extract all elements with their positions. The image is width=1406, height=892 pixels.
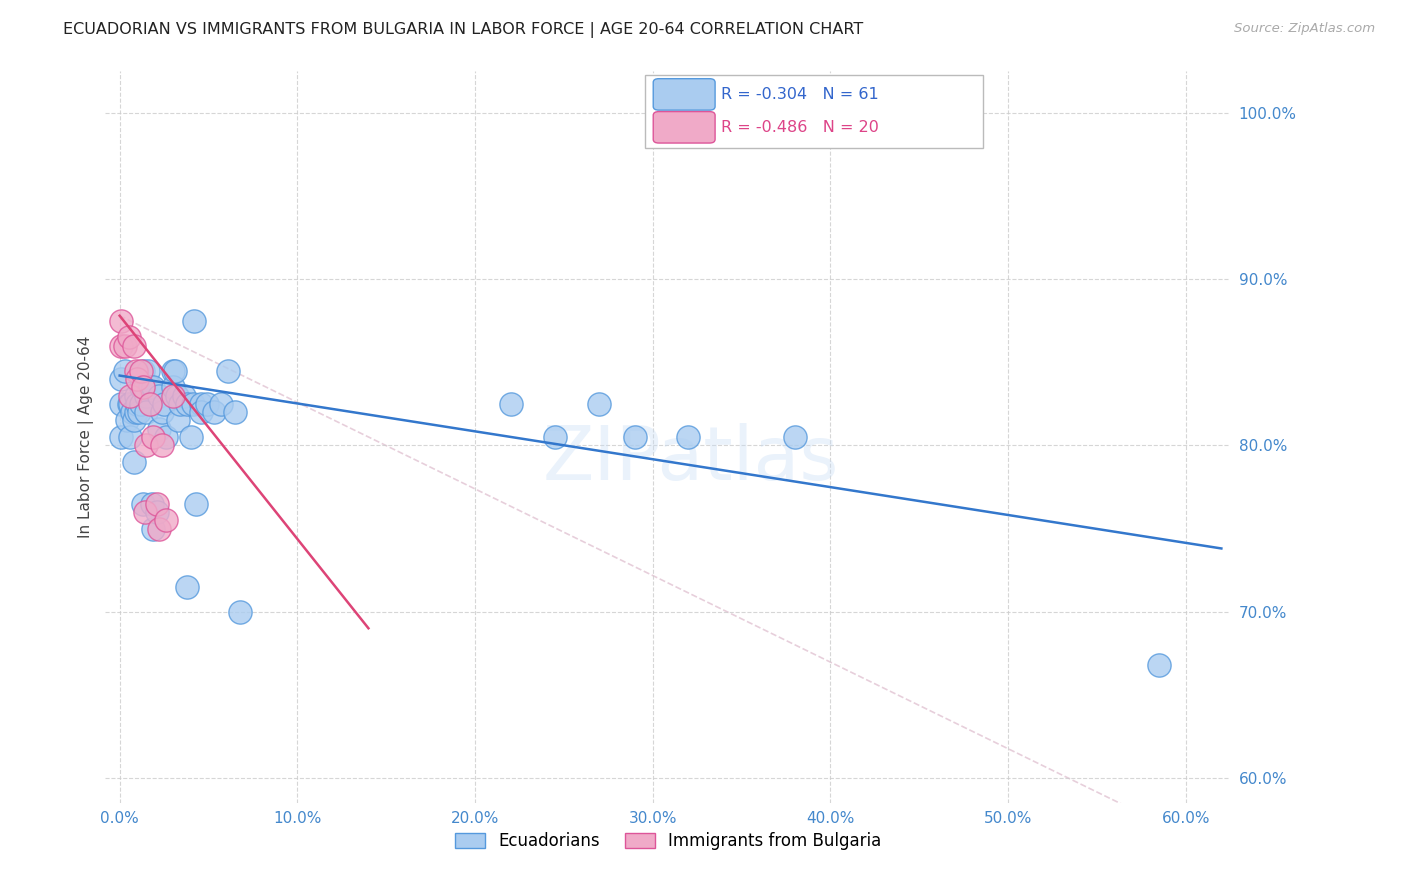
Point bbox=[136, 363, 159, 377]
Point bbox=[148, 422, 170, 436]
Point bbox=[180, 430, 202, 444]
Point bbox=[148, 388, 170, 402]
Point bbox=[110, 338, 132, 352]
Point bbox=[153, 397, 176, 411]
Point bbox=[117, 397, 139, 411]
Point bbox=[127, 372, 149, 386]
Point bbox=[129, 397, 152, 411]
Point bbox=[110, 314, 132, 328]
Point bbox=[176, 397, 198, 411]
Point bbox=[783, 430, 806, 444]
Point bbox=[1147, 657, 1170, 672]
Point bbox=[127, 397, 149, 411]
Point bbox=[139, 397, 162, 411]
Point bbox=[142, 521, 165, 535]
Point bbox=[128, 405, 150, 419]
Point bbox=[184, 497, 207, 511]
Point bbox=[209, 397, 232, 411]
Point bbox=[624, 430, 647, 444]
Point bbox=[129, 363, 152, 377]
Text: ZIPatlas: ZIPatlas bbox=[543, 423, 838, 496]
Text: R = -0.304   N = 61: R = -0.304 N = 61 bbox=[721, 87, 879, 103]
Point bbox=[120, 397, 142, 411]
Point bbox=[195, 397, 218, 411]
Point bbox=[132, 497, 155, 511]
Point bbox=[167, 413, 190, 427]
Point bbox=[141, 497, 163, 511]
Point bbox=[224, 405, 246, 419]
Point bbox=[124, 405, 146, 419]
Point bbox=[121, 405, 143, 419]
Point bbox=[124, 388, 146, 402]
Point bbox=[163, 363, 186, 377]
Point bbox=[190, 397, 212, 411]
Point bbox=[110, 397, 132, 411]
Text: R = -0.486   N = 20: R = -0.486 N = 20 bbox=[721, 120, 879, 136]
Text: Source: ZipAtlas.com: Source: ZipAtlas.com bbox=[1234, 22, 1375, 36]
FancyBboxPatch shape bbox=[654, 78, 716, 110]
Point bbox=[122, 413, 145, 427]
Legend: Ecuadorians, Immigrants from Bulgaria: Ecuadorians, Immigrants from Bulgaria bbox=[449, 825, 887, 856]
Point bbox=[122, 455, 145, 469]
Point bbox=[169, 397, 191, 411]
Point bbox=[129, 380, 152, 394]
Point bbox=[122, 338, 145, 352]
Point bbox=[678, 430, 700, 444]
Point bbox=[148, 521, 170, 535]
Point bbox=[110, 430, 132, 444]
Point bbox=[173, 388, 195, 402]
Point bbox=[146, 505, 169, 519]
Point bbox=[114, 338, 136, 352]
Point bbox=[162, 363, 184, 377]
Point bbox=[132, 363, 155, 377]
Point bbox=[166, 388, 188, 402]
Point bbox=[134, 505, 156, 519]
Point bbox=[155, 430, 177, 444]
Point bbox=[120, 430, 142, 444]
Point bbox=[162, 388, 184, 402]
Point bbox=[181, 397, 204, 411]
Point bbox=[162, 380, 184, 394]
Point bbox=[176, 580, 198, 594]
Point bbox=[150, 438, 173, 452]
Point bbox=[190, 405, 212, 419]
Point bbox=[150, 405, 173, 419]
Y-axis label: In Labor Force | Age 20-64: In Labor Force | Age 20-64 bbox=[79, 336, 94, 538]
Point bbox=[155, 513, 177, 527]
FancyBboxPatch shape bbox=[654, 112, 716, 143]
Point bbox=[135, 405, 157, 419]
Point bbox=[139, 380, 162, 394]
Point bbox=[544, 430, 567, 444]
Point bbox=[202, 405, 225, 419]
Point bbox=[135, 438, 157, 452]
Point bbox=[229, 605, 252, 619]
Point bbox=[134, 380, 156, 394]
Text: ECUADORIAN VS IMMIGRANTS FROM BULGARIA IN LABOR FORCE | AGE 20-64 CORRELATION CH: ECUADORIAN VS IMMIGRANTS FROM BULGARIA I… bbox=[63, 22, 863, 38]
Point bbox=[117, 330, 139, 344]
Point bbox=[242, 829, 264, 843]
Point bbox=[120, 388, 142, 402]
Point bbox=[110, 372, 132, 386]
FancyBboxPatch shape bbox=[645, 75, 983, 148]
Point bbox=[124, 363, 146, 377]
Point bbox=[499, 397, 522, 411]
Point bbox=[115, 413, 138, 427]
Point bbox=[146, 497, 169, 511]
Point bbox=[217, 363, 239, 377]
Point bbox=[588, 397, 610, 411]
Point bbox=[135, 388, 157, 402]
Point bbox=[142, 380, 165, 394]
Point bbox=[132, 380, 155, 394]
Point bbox=[114, 363, 136, 377]
Point bbox=[183, 314, 205, 328]
Point bbox=[142, 430, 165, 444]
